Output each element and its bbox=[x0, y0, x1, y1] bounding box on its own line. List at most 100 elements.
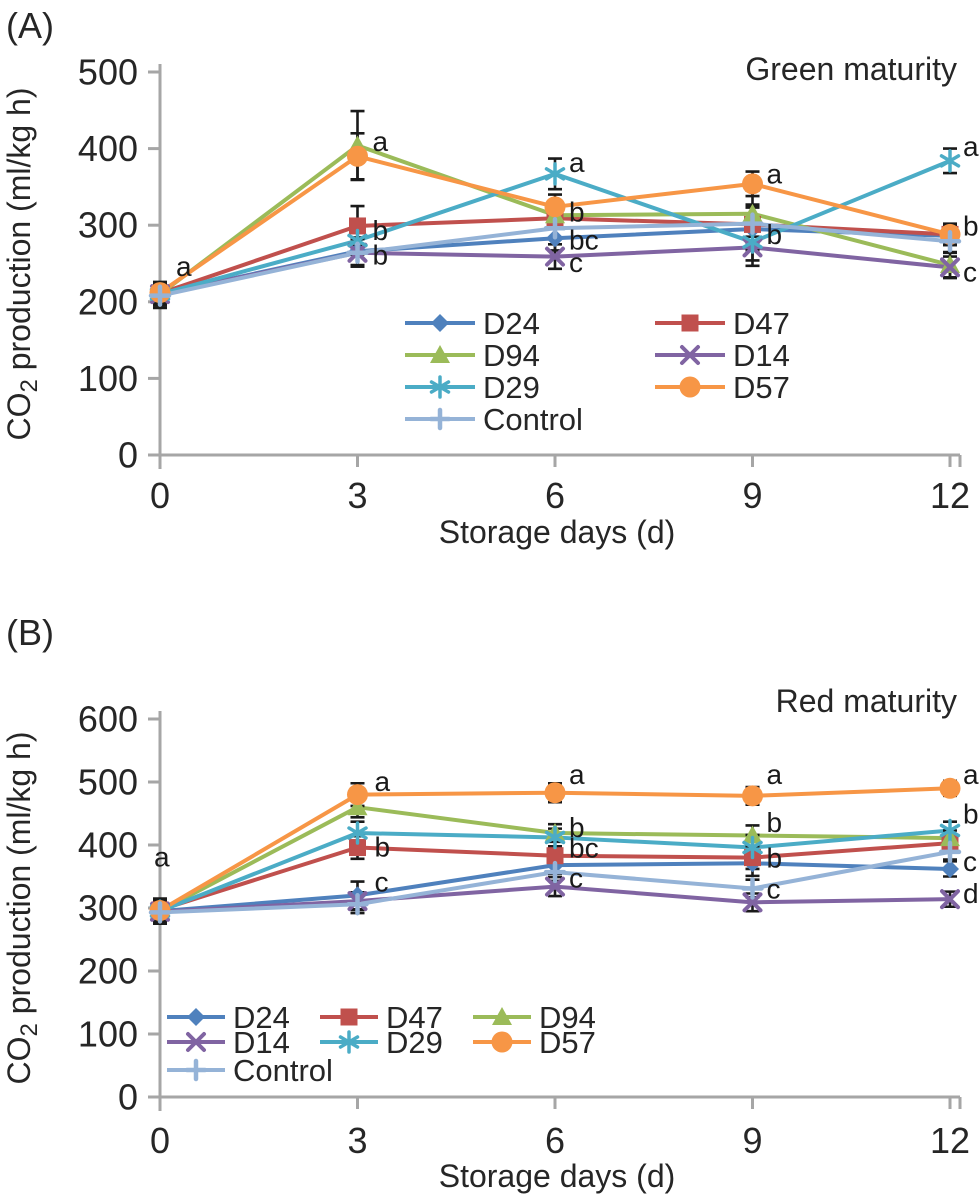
series-D14-marker bbox=[742, 892, 763, 913]
series-D57-marker bbox=[544, 196, 566, 218]
series-D57-marker bbox=[939, 777, 961, 799]
panel-a-chart-green-maturity: 0 100 200 300 400 500 0 3 6 9 12 (A) Green maturity S… bbox=[1, 5, 979, 550]
x-tick-label: 12 bbox=[930, 1120, 970, 1161]
legend-item-D57: D57 bbox=[655, 370, 790, 405]
y-tick-label: 400 bbox=[78, 128, 138, 169]
series-Control-marker bbox=[346, 241, 369, 265]
series-D29-marker bbox=[742, 835, 763, 860]
significance-letter: a bbox=[767, 158, 783, 189]
series-D47-marker bbox=[349, 217, 366, 235]
legend-item-D47: D47 bbox=[655, 306, 790, 341]
legend-D47-label: D47 bbox=[733, 306, 790, 341]
axes: 0 100 200 300 400 500 600 0 3 6 9 12 bbox=[78, 699, 970, 1162]
y-tick-label: 200 bbox=[78, 951, 138, 992]
significance-letter: a bbox=[176, 251, 192, 282]
significance-letter: b bbox=[375, 831, 391, 862]
legend-item-Control: Control bbox=[167, 1053, 333, 1088]
legend-D47-marker bbox=[681, 314, 699, 332]
series-D14-marker bbox=[940, 257, 960, 278]
legend-item-D94: D94 bbox=[405, 338, 540, 373]
y-tick-label: 600 bbox=[78, 699, 138, 740]
y-tick-label: 500 bbox=[78, 762, 138, 803]
legend-D14-label: D14 bbox=[733, 338, 790, 373]
legend-D57-label: D57 bbox=[539, 1025, 596, 1060]
y-tick-label: 0 bbox=[118, 435, 138, 476]
significance-letter: c bbox=[375, 867, 389, 898]
significance-letter: c bbox=[963, 846, 977, 877]
x-axis-title: Storage days (d) bbox=[439, 1158, 676, 1194]
series-D57-marker bbox=[742, 785, 763, 807]
significance-letter: b bbox=[767, 219, 783, 250]
series-Control-marker bbox=[938, 230, 962, 253]
series-D29-marker bbox=[544, 162, 566, 186]
legend-Control-marker bbox=[428, 407, 452, 431]
series-markers bbox=[148, 135, 962, 307]
legend-item-D94: D94 bbox=[473, 1000, 596, 1035]
significance-letter: c bbox=[569, 862, 583, 893]
legend-item-D29: D29 bbox=[405, 370, 540, 405]
series-D14-marker bbox=[940, 889, 960, 910]
significance-letter: bc bbox=[569, 833, 599, 864]
x-tick-label: 12 bbox=[930, 475, 970, 516]
y-tick-label: 100 bbox=[78, 358, 138, 399]
legend-D29-marker bbox=[338, 1030, 360, 1054]
y-tick-label: 300 bbox=[78, 205, 138, 246]
series-Control-marker bbox=[543, 217, 567, 240]
significance-letter: b bbox=[963, 210, 979, 241]
significance-letter: bc bbox=[569, 224, 599, 255]
y-tick-label: 200 bbox=[78, 281, 138, 322]
legend-D94-marker bbox=[492, 1007, 512, 1025]
series-markers bbox=[148, 777, 962, 924]
x-tick-label: 9 bbox=[742, 1120, 762, 1161]
significance-letter: b bbox=[767, 843, 783, 874]
series-Control-marker bbox=[148, 284, 172, 307]
series-D29-marker bbox=[939, 818, 961, 843]
legend-D94-label: D94 bbox=[539, 1000, 596, 1035]
significance-letter: a bbox=[963, 759, 979, 790]
series-D57-marker bbox=[347, 145, 368, 167]
legend-Control-label: Control bbox=[483, 402, 583, 437]
significance-letter: b bbox=[963, 799, 979, 830]
panel-b-chart-red-maturity: 0 100 200 300 400 500 600 0 3 6 9 12 (B) Red maturity… bbox=[1, 612, 979, 1194]
significance-letter: a bbox=[767, 759, 783, 790]
significance-letter: c bbox=[569, 247, 583, 278]
significance-letter: a bbox=[154, 841, 170, 872]
significance-letter: b bbox=[767, 807, 783, 838]
x-axis-title: Storage days (d) bbox=[439, 514, 676, 550]
panel-title: Green maturity bbox=[745, 51, 957, 87]
x-tick-label: 6 bbox=[545, 1120, 565, 1161]
legend-item-D24: D24 bbox=[167, 1000, 290, 1035]
legend-item-D57: D57 bbox=[473, 1025, 596, 1060]
x-tick-label: 0 bbox=[150, 1120, 170, 1161]
y-axis-title: CO2 production (ml/kg h) bbox=[1, 731, 43, 1084]
significance-letter: a bbox=[963, 131, 979, 162]
x-tick-label: 6 bbox=[545, 475, 565, 516]
y-tick-label: 500 bbox=[78, 52, 138, 93]
series-Control-marker bbox=[543, 860, 567, 884]
y-tick-label: 400 bbox=[78, 825, 138, 866]
series-D47-marker bbox=[349, 839, 366, 857]
legend-D94-label: D94 bbox=[483, 338, 540, 373]
x-tick-label: 9 bbox=[742, 475, 762, 516]
legend-D47-marker bbox=[340, 1008, 358, 1026]
legend-D57-marker bbox=[491, 1031, 513, 1053]
legend: D24 D47 D94 D14 D29 D57 Control bbox=[405, 306, 790, 437]
legend-D57-label: D57 bbox=[733, 370, 790, 405]
series-D29-marker bbox=[939, 149, 961, 173]
legend-D29-label: D29 bbox=[483, 370, 540, 405]
axes: 0 100 200 300 400 500 0 3 6 9 12 bbox=[78, 52, 970, 517]
legend-D57-marker bbox=[679, 376, 701, 398]
panel-label: (A) bbox=[6, 5, 54, 46]
series-Control-marker bbox=[346, 892, 369, 916]
series-Control-marker bbox=[148, 901, 172, 924]
series-D29-marker bbox=[742, 230, 763, 254]
legend-Control-label: Control bbox=[233, 1053, 333, 1088]
legend-item-D14: D14 bbox=[655, 338, 790, 373]
significance-letter: b bbox=[373, 215, 389, 246]
series-D57-marker bbox=[742, 173, 763, 195]
y-tick-label: 300 bbox=[78, 888, 138, 929]
significance-letter: a bbox=[373, 126, 389, 157]
series-D14-marker bbox=[545, 876, 565, 897]
